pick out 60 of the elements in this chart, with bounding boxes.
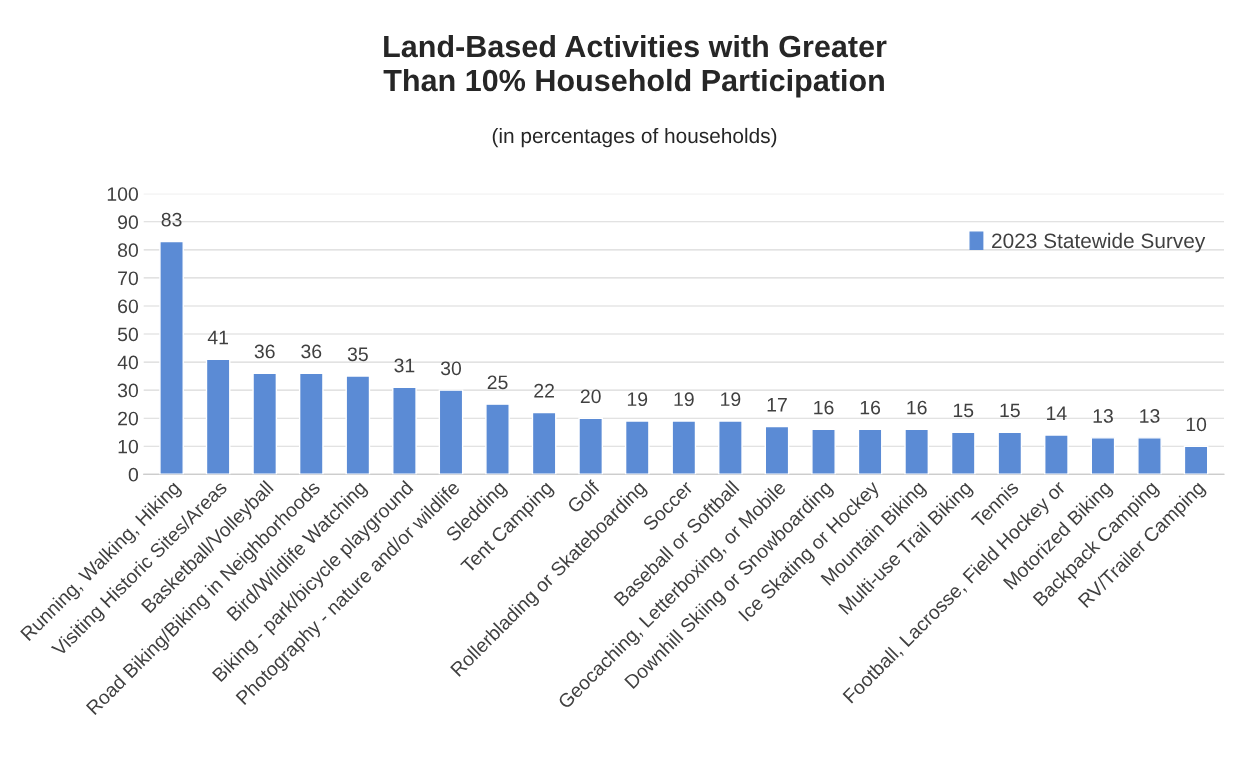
chart-subtitle: (in percentages of households) (492, 127, 777, 148)
data-label: 13 (1140, 409, 1160, 423)
y-tick-label: 50 (117, 327, 139, 342)
data-label: 22 (534, 383, 554, 398)
bar (485, 403, 510, 475)
y-tick-label: 20 (118, 411, 139, 426)
bar (1090, 437, 1116, 475)
bar (904, 428, 930, 475)
data-label: 16 (907, 400, 927, 415)
data-label: 15 (953, 403, 974, 418)
data-label: 83 (161, 212, 182, 227)
bar (1183, 445, 1209, 475)
legend-label: 2023 Statewide Survey (992, 232, 1206, 253)
bar (438, 389, 464, 475)
y-tick-label: 40 (117, 355, 139, 370)
y-tick-label: 70 (118, 271, 139, 286)
data-label: 36 (254, 344, 275, 359)
data-label: 15 (1000, 403, 1020, 418)
data-label: 30 (440, 361, 462, 376)
data-label: 19 (721, 392, 741, 407)
y-tick-label: 0 (128, 467, 139, 482)
bar (531, 411, 557, 475)
bar (205, 358, 231, 475)
bar (1044, 434, 1069, 475)
bar (950, 431, 976, 475)
data-label: 19 (627, 392, 648, 407)
y-tick-label: 90 (118, 215, 139, 230)
bar (1137, 437, 1162, 475)
data-label: 16 (860, 400, 881, 415)
bar (252, 372, 278, 475)
bar (811, 428, 836, 475)
bar (345, 375, 371, 475)
data-label: 13 (1093, 409, 1113, 423)
data-label: 14 (1047, 406, 1067, 420)
data-label: 31 (394, 358, 415, 373)
bar (624, 420, 650, 475)
bar (671, 420, 697, 475)
bar (392, 386, 417, 475)
bar (159, 240, 184, 475)
y-tick-label: 10 (118, 439, 139, 454)
chart-title: Land-Based Activities with Greater Than 10% Household Participation (383, 34, 887, 98)
data-label: 16 (814, 400, 834, 415)
bar (578, 417, 604, 475)
data-label: 10 (1186, 417, 1207, 432)
y-tick-label: 30 (117, 383, 139, 398)
data-label: 20 (580, 389, 601, 404)
data-label: 41 (207, 330, 229, 345)
data-label: 35 (347, 347, 368, 362)
data-label: 17 (767, 398, 787, 412)
data-label: 25 (487, 375, 508, 390)
data-label: 19 (674, 392, 694, 407)
bar (298, 372, 324, 475)
bar (857, 428, 883, 475)
data-label: 36 (301, 344, 322, 359)
y-tick-label: 80 (117, 243, 139, 258)
y-tick-label: 60 (118, 299, 139, 314)
bar (718, 420, 743, 475)
bar (997, 431, 1023, 475)
bar (764, 425, 790, 475)
y-tick-label: 100 (107, 187, 139, 201)
